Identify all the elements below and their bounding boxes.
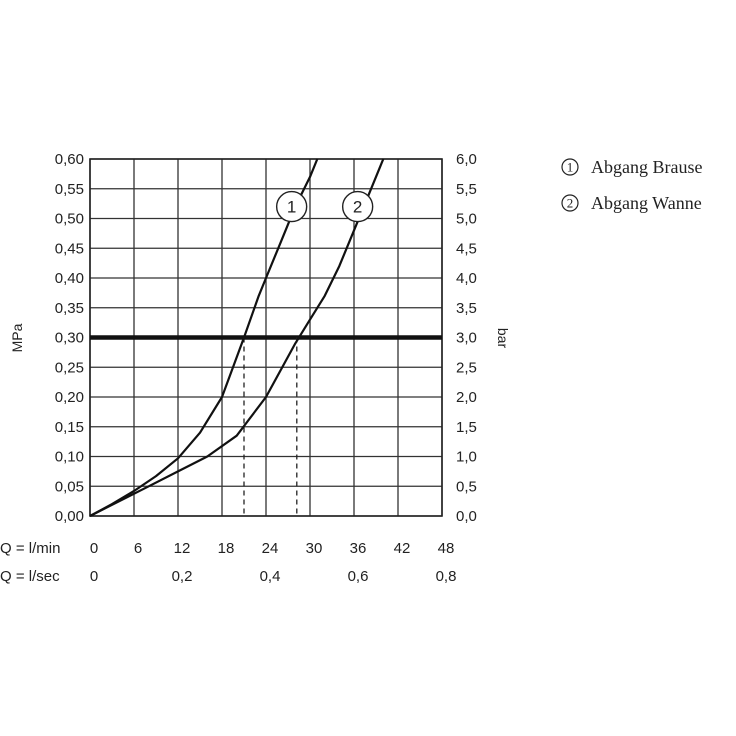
y-tick-label-right: 3,0 xyxy=(456,330,477,347)
x-tick-label: 0,2 xyxy=(172,568,193,585)
series-marker-circle xyxy=(275,190,308,223)
y-tick-label-left: 0,45 xyxy=(55,240,84,257)
dashed-drop-lines xyxy=(243,337,298,516)
x-tick-label: 24 xyxy=(262,540,279,557)
x-tick-label: 30 xyxy=(306,540,323,557)
y-tick-label-right: 2,5 xyxy=(456,359,477,376)
y-tick-label-left: 0,60 xyxy=(55,151,84,168)
x-tick-label: 0,8 xyxy=(436,568,457,585)
y-tick-label-right: 1,5 xyxy=(456,419,477,436)
x-tick-label: 36 xyxy=(350,540,367,557)
y-tick-label-right: 5,5 xyxy=(456,181,477,198)
y-axis-title-left: MPa xyxy=(9,323,25,352)
y-tick-label-left: 0,40 xyxy=(55,270,84,287)
series-line xyxy=(89,158,385,517)
x-tick-label: 48 xyxy=(438,540,455,557)
legend-number-circle xyxy=(561,194,579,212)
x-axis-row-label: Q = l/sec xyxy=(0,568,60,585)
y-tick-label-left: 0,15 xyxy=(55,419,84,436)
y-tick-label-right: 6,0 xyxy=(456,151,477,168)
x-axis-row-label: Q = l/min xyxy=(0,540,60,557)
y-tick-label-left: 0,25 xyxy=(55,359,84,376)
legend-number-circle xyxy=(561,158,579,176)
x-tick-label: 18 xyxy=(218,540,235,557)
x-tick-label: 12 xyxy=(174,540,191,557)
y-tick-label-right: 3,5 xyxy=(456,300,477,317)
y-axis-title-right: bar xyxy=(495,328,511,349)
y-tick-label-left: 0,50 xyxy=(55,211,84,228)
legend-number: 1 xyxy=(567,160,574,175)
y-tick-label-right: 5,0 xyxy=(456,211,477,228)
legend: 1 Abgang Brause 2 Abgang Wanne xyxy=(561,157,702,213)
x-tick-label: 42 xyxy=(394,540,411,557)
y-tick-label-left: 0,20 xyxy=(55,389,84,406)
y-tick-label-left: 0,05 xyxy=(55,478,84,495)
x-tick-label: 6 xyxy=(134,540,142,557)
legend-label: Abgang Wanne xyxy=(591,193,702,213)
y-ticks-right: 0,0 0,5 1,0 1,5 2,0 2,5 3,0 3,5 4,0 4,5 5,0 5,5 6,0 xyxy=(456,151,477,525)
legend-label: Abgang Brause xyxy=(591,157,702,177)
y-tick-label-right: 2,0 xyxy=(456,389,477,406)
legend-number: 2 xyxy=(567,196,574,211)
legend-item: 1 Abgang Brause xyxy=(561,157,702,177)
y-tick-label-left: 0,00 xyxy=(55,508,84,525)
y-tick-label-right: 0,5 xyxy=(456,478,477,495)
x-tick-label: 0,4 xyxy=(260,568,281,585)
y-tick-label-right: 1,0 xyxy=(456,449,477,466)
y-tick-label-right: 4,5 xyxy=(456,240,477,257)
y-tick-label-left: 0,55 xyxy=(55,181,84,198)
y-tick-label-left: 0,30 xyxy=(55,330,84,347)
y-tick-label-right: 4,0 xyxy=(456,270,477,287)
x-tick-label: 0,6 xyxy=(348,568,369,585)
y-tick-label-right: 0,0 xyxy=(456,508,477,525)
y-ticks-left: 0,00 0,05 0,10 0,15 0,20 0,25 0,30 0,35 0,40 0,45… xyxy=(55,151,84,525)
x-tick-label: 0 xyxy=(90,568,98,585)
y-tick-label-left: 0,35 xyxy=(55,300,84,317)
y-tick-label-left: 0,10 xyxy=(55,449,84,466)
x-tick-rows: Q = l/min 0 6 12 18 24 30 36 42 48 Q = l/sec 0 0,2 0,… xyxy=(0,540,456,585)
series-marker-circle xyxy=(341,190,374,223)
x-tick-label: 0 xyxy=(90,540,98,557)
series-marker-number: 2 xyxy=(353,198,362,217)
series-marker-number: 1 xyxy=(287,198,296,217)
legend-item: 2 Abgang Wanne xyxy=(561,193,702,213)
